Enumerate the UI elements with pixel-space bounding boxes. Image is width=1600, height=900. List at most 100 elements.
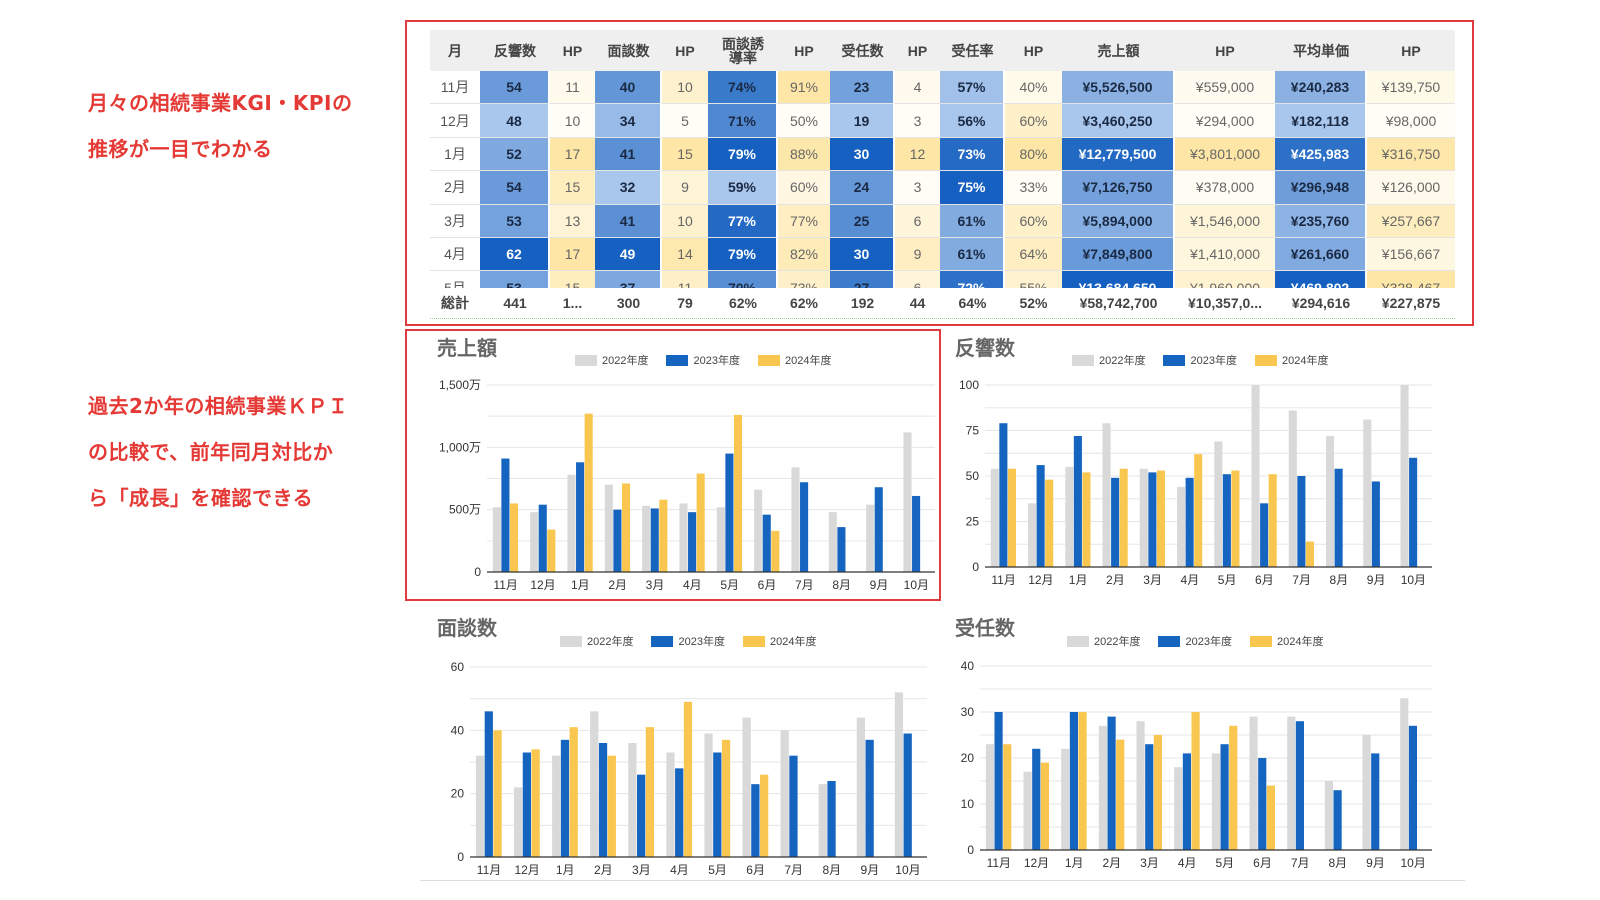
bar-2022年度-5月[interactable]	[716, 507, 725, 572]
bar-2023年度-9月[interactable]	[865, 739, 874, 857]
bar-2022年度-11月[interactable]	[985, 744, 995, 850]
bar-2022年度-10月[interactable]	[903, 432, 912, 572]
bar-2024年度-11月[interactable]	[1003, 744, 1012, 850]
legend-item[interactable]: 2024年度	[1254, 352, 1328, 368]
bar-2024年度-4月[interactable]	[1191, 712, 1200, 850]
bar-2024年度-2月[interactable]	[1119, 468, 1128, 567]
bar-2023年度-7月[interactable]	[1295, 721, 1304, 850]
bar-2024年度-5月[interactable]	[1229, 725, 1238, 850]
bar-2023年度-4月[interactable]	[1185, 477, 1194, 567]
bar-2022年度-4月[interactable]	[1177, 486, 1186, 567]
bar-2022年度-7月[interactable]	[780, 730, 789, 857]
bar-2023年度-7月[interactable]	[789, 755, 798, 857]
bar-2024年度-2月[interactable]	[621, 483, 631, 572]
column-header[interactable]: 受任率	[951, 42, 994, 59]
bar-2022年度-2月[interactable]	[1102, 423, 1111, 567]
bar-2023年度-10月[interactable]	[1409, 457, 1418, 567]
bar-2023年度-11月[interactable]	[999, 423, 1008, 567]
bar-2022年度-9月[interactable]	[856, 717, 865, 857]
bar-2022年度-8月[interactable]	[828, 512, 837, 572]
legend-item[interactable]: 2024年度	[757, 352, 831, 368]
bar-2023年度-12月[interactable]	[1032, 748, 1041, 850]
bar-2022年度-5月[interactable]	[1214, 441, 1223, 567]
bar-2023年度-5月[interactable]	[1220, 744, 1229, 850]
bar-2023年度-3月[interactable]	[636, 774, 646, 857]
bar-2024年度-3月[interactable]	[645, 727, 655, 857]
bar-2022年度-9月[interactable]	[866, 504, 875, 572]
bar-2023年度-8月[interactable]	[1334, 468, 1343, 567]
bar-2022年度-1月[interactable]	[1061, 748, 1070, 850]
legend-item[interactable]: 2023年度	[1158, 633, 1232, 649]
bar-2023年度-6月[interactable]	[1260, 503, 1269, 567]
bar-2023年度-4月[interactable]	[1182, 753, 1191, 850]
bar-2024年度-6月[interactable]	[1266, 785, 1275, 850]
bar-2022年度-9月[interactable]	[1363, 419, 1372, 567]
bar-2023年度-7月[interactable]	[1297, 476, 1306, 567]
bar-2022年度-5月[interactable]	[704, 733, 713, 858]
bar-2024年度-5月[interactable]	[1231, 470, 1240, 567]
legend-item[interactable]: 2022年度	[560, 633, 633, 649]
bar-2024年度-12月[interactable]	[1040, 762, 1049, 850]
bar-2023年度-11月[interactable]	[994, 712, 1003, 850]
bar-2023年度-12月[interactable]	[522, 752, 532, 858]
bar-2023年度-2月[interactable]	[598, 743, 608, 857]
bar-2023年度-3月[interactable]	[650, 508, 659, 572]
legend-item[interactable]: 2022年度	[1067, 633, 1140, 649]
column-header[interactable]: HP	[1215, 42, 1235, 59]
bar-2022年度-5月[interactable]	[1211, 753, 1221, 850]
bar-2024年度-4月[interactable]	[1194, 454, 1203, 567]
legend-item[interactable]: 2024年度	[1249, 633, 1323, 649]
bar-2023年度-2月[interactable]	[1111, 477, 1120, 567]
bar-2022年度-10月[interactable]	[1400, 385, 1409, 567]
column-header[interactable]: 月	[448, 42, 462, 59]
bar-2022年度-11月[interactable]	[475, 755, 485, 857]
bar-2024年度-3月[interactable]	[1153, 735, 1162, 850]
bar-2023年度-3月[interactable]	[1145, 744, 1154, 850]
bar-2023年度-9月[interactable]	[874, 487, 883, 572]
bar-2024年度-2月[interactable]	[1116, 739, 1125, 850]
bar-2022年度-6月[interactable]	[1251, 385, 1260, 567]
column-header[interactable]: 面談誘 導率	[722, 35, 764, 66]
bar-2022年度-6月[interactable]	[754, 489, 763, 572]
bar-2022年度-11月[interactable]	[990, 468, 999, 567]
bar-2023年度-12月[interactable]	[1036, 465, 1045, 567]
bar-2022年度-12月[interactable]	[530, 512, 539, 572]
bar-2024年度-12月[interactable]	[1045, 479, 1054, 567]
bar-2023年度-1月[interactable]	[1069, 712, 1078, 850]
bar-2023年度-6月[interactable]	[751, 784, 760, 857]
bar-2023年度-3月[interactable]	[1148, 472, 1157, 567]
bar-2022年度-4月[interactable]	[679, 503, 688, 572]
legend-item[interactable]: 2023年度	[666, 352, 740, 368]
bar-2024年度-1月[interactable]	[569, 727, 578, 857]
bar-2024年度-6月[interactable]	[1268, 474, 1277, 567]
bar-2023年度-11月[interactable]	[501, 458, 510, 572]
bar-2024年度-5月[interactable]	[721, 739, 731, 857]
bar-2023年度-7月[interactable]	[800, 482, 809, 572]
bar-2024年度-11月[interactable]	[493, 730, 502, 857]
column-header[interactable]: HP	[794, 42, 814, 59]
bar-2024年度-12月[interactable]	[547, 529, 556, 572]
bar-2023年度-5月[interactable]	[725, 453, 734, 572]
legend-item[interactable]: 2023年度	[651, 633, 725, 649]
bar-2023年度-6月[interactable]	[1258, 758, 1267, 850]
column-header[interactable]: 売上額	[1097, 42, 1140, 59]
bar-2022年度-4月[interactable]	[666, 752, 675, 858]
bar-2022年度-2月[interactable]	[604, 484, 613, 572]
bar-2023年度-2月[interactable]	[613, 509, 622, 572]
legend-item[interactable]: 2022年度	[1072, 352, 1145, 368]
bar-2022年度-7月[interactable]	[791, 467, 800, 572]
column-header[interactable]: HP	[1023, 42, 1044, 59]
bar-2022年度-7月[interactable]	[1288, 410, 1297, 567]
bar-2023年度-4月[interactable]	[688, 512, 697, 572]
bar-2024年度-6月[interactable]	[760, 774, 769, 857]
column-header[interactable]: HP	[907, 42, 928, 59]
bar-2022年度-12月[interactable]	[1028, 503, 1037, 567]
bar-2024年度-4月[interactable]	[683, 701, 693, 857]
bar-2024年度-7月[interactable]	[1305, 541, 1314, 567]
bar-2024年度-6月[interactable]	[771, 530, 780, 572]
bar-2023年度-6月[interactable]	[762, 514, 771, 572]
bar-2022年度-1月[interactable]	[567, 474, 576, 572]
bar-2022年度-3月[interactable]	[628, 743, 637, 857]
bar-2023年度-8月[interactable]	[837, 527, 846, 572]
bar-2023年度-5月[interactable]	[1222, 474, 1231, 567]
